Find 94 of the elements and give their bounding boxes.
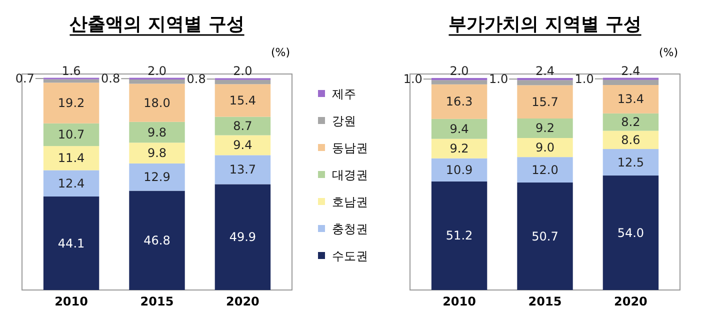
- bar: [431, 80, 488, 84]
- data-label: 13.4: [617, 92, 644, 106]
- bar: [43, 123, 100, 146]
- data-label: 1.6: [62, 64, 81, 78]
- data-label: 2.0: [233, 64, 252, 78]
- data-label: 1.0: [574, 72, 594, 86]
- data-label: 12.4: [58, 176, 85, 190]
- bar: [602, 176, 659, 290]
- data-label: 1.0: [489, 72, 508, 86]
- bar: [517, 182, 573, 290]
- data-label: 15.7: [532, 94, 558, 109]
- text: (%): [270, 46, 290, 59]
- data-label: 2.0: [147, 64, 167, 78]
- bar: [129, 142, 185, 164]
- data-label: 2.0: [450, 64, 469, 78]
- data-label: 54.0: [617, 226, 644, 240]
- bar: [602, 149, 659, 176]
- bar: [602, 130, 659, 150]
- data-label: 12.5: [617, 155, 644, 170]
- x-tick-label: 2015: [140, 294, 174, 309]
- data-label: 13.7: [229, 162, 256, 177]
- legend-label: 충청권: [332, 222, 368, 236]
- legend-label: 수도권: [332, 249, 368, 263]
- bar: [517, 118, 573, 138]
- legend-label: 강원: [332, 114, 356, 128]
- data-label: 51.2: [446, 228, 473, 243]
- chart-title: 부가가치의 지역별 구성: [448, 14, 642, 35]
- data-label: 16.3: [446, 94, 473, 109]
- bar: [129, 79, 185, 84]
- data-label: 9.8: [147, 125, 167, 140]
- bar: [602, 80, 659, 85]
- bar: [602, 113, 659, 131]
- data-label: 50.7: [532, 229, 558, 244]
- data-label: 9.2: [450, 142, 469, 156]
- bar: [129, 84, 185, 122]
- data-label: 10.7: [58, 128, 85, 142]
- data-label: 15.4: [229, 93, 256, 108]
- x-tick-label: 2020: [614, 294, 648, 309]
- data-label: 9.4: [233, 138, 252, 152]
- bar: [517, 157, 573, 183]
- data-label: 9.4: [450, 122, 469, 136]
- data-label: 9.0: [535, 140, 555, 155]
- data-label: 49.9: [229, 230, 256, 244]
- data-label: 0.8: [101, 72, 120, 86]
- bar: [214, 184, 271, 290]
- x-tick-label: 2010: [442, 294, 476, 309]
- bar: [214, 155, 271, 184]
- bar: [431, 118, 488, 139]
- bar: [214, 135, 271, 156]
- data-label: 12.0: [532, 162, 558, 177]
- bar: [431, 158, 488, 182]
- bar: [129, 122, 185, 143]
- x-tick-label: 2020: [226, 294, 260, 309]
- bar: [517, 80, 573, 86]
- data-label: 8.2: [621, 115, 640, 130]
- bar: [431, 181, 488, 290]
- data-label: 2.4: [535, 64, 555, 78]
- data-label: 1.0: [403, 72, 422, 86]
- data-label: 9.8: [147, 146, 167, 160]
- bar: [602, 84, 659, 114]
- bar: [129, 163, 185, 191]
- data-label: 0.7: [15, 72, 34, 86]
- bar: [43, 82, 100, 124]
- data-label: 9.2: [535, 121, 555, 136]
- bar: [214, 116, 271, 136]
- data-label: 44.1: [58, 236, 85, 250]
- bar: [214, 84, 271, 117]
- bar: [43, 170, 100, 197]
- data-label: 2.4: [621, 64, 640, 78]
- data-label: 46.8: [144, 233, 170, 248]
- data-label: 12.9: [144, 170, 170, 184]
- bar: [43, 146, 100, 170]
- bar: [431, 84, 488, 119]
- bar: [129, 190, 185, 290]
- bar: [517, 138, 573, 158]
- x-tick-label: 2015: [528, 294, 562, 309]
- data-label: 10.9: [446, 162, 473, 177]
- data-label: 19.2: [58, 96, 85, 110]
- legend-label: 동남권: [332, 141, 368, 155]
- data-label: 0.8: [186, 72, 206, 86]
- bar: [517, 85, 573, 118]
- legend-label: 호남권: [332, 195, 368, 209]
- legend-label: 대경권: [332, 168, 368, 182]
- text: (%): [658, 46, 678, 59]
- data-label: 8.7: [233, 119, 252, 134]
- data-label: 8.6: [621, 132, 640, 147]
- bar: [214, 80, 271, 84]
- x-tick-label: 2010: [54, 294, 88, 309]
- chart-title: 산출액의 지역별 구성: [70, 14, 244, 35]
- legend-label: 제주: [332, 87, 356, 101]
- bar: [431, 138, 488, 158]
- data-label: 18.0: [144, 96, 170, 110]
- data-label: 11.4: [58, 151, 85, 166]
- bar: [43, 196, 100, 290]
